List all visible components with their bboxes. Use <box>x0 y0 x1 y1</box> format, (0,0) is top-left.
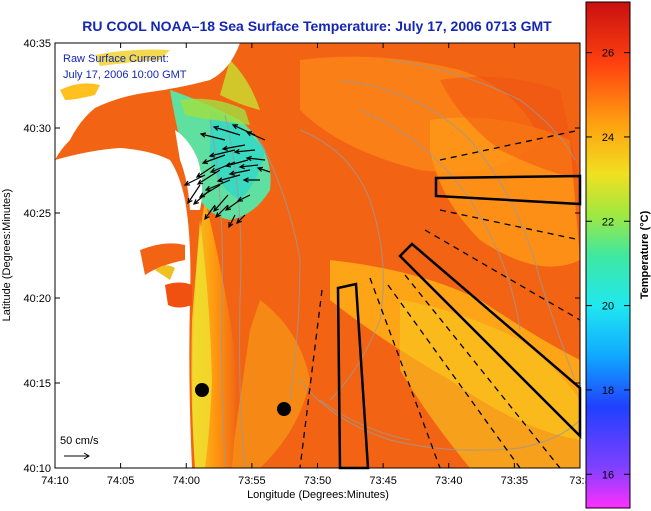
x-tick-label: 73:50 <box>304 475 332 487</box>
current-vector <box>245 155 266 162</box>
current-vector <box>201 154 226 165</box>
land-coast <box>55 148 192 468</box>
sst-field <box>55 43 580 468</box>
y-tick-label: 40:25 <box>23 208 51 220</box>
current-vector <box>236 214 246 224</box>
y-axis-label: Latitude (Degrees:Minutes) <box>1 189 13 322</box>
current-vector <box>204 179 231 191</box>
current-vector <box>221 144 246 151</box>
colorbar-tick-label: 24 <box>602 132 614 144</box>
colorbar-tick-label: 22 <box>602 216 614 228</box>
current-vector <box>245 131 266 141</box>
current-vector <box>228 169 251 176</box>
x-axis: 74:10 74:05 74:00 73:55 73:50 73:45 73:40 73:35… <box>41 43 591 487</box>
legend-line-1: Raw Surface Current: <box>63 53 169 65</box>
legend-line-2: July 17, 2006 10:00 GMT <box>63 69 187 81</box>
colorbar-tick-label: 16 <box>602 469 614 481</box>
colorbar-tick-label: 20 <box>602 301 614 313</box>
x-tick-label: 73:55 <box>238 475 266 487</box>
x-tick-label: 74:10 <box>41 475 69 487</box>
y-tick-label: 40:35 <box>23 38 51 50</box>
buoy-marker <box>195 383 209 397</box>
x-tick-label: 74:00 <box>172 475 200 487</box>
sandy-hook <box>175 130 203 210</box>
current-vector <box>236 194 251 202</box>
current-vector <box>213 194 229 213</box>
current-vector <box>238 163 259 170</box>
colorbar-title: Temperature (°C) <box>639 210 651 299</box>
y-tick-label: 40:10 <box>23 463 51 475</box>
survey-tracks <box>299 129 582 470</box>
current-vector <box>208 149 236 158</box>
y-axis: 40:35 40:30 40:25 40:20 40:15 40:10 <box>23 38 580 475</box>
colorbar-ticks: 26 24 22 20 18 16 <box>586 48 630 481</box>
x-tick-label: 73:3 <box>569 475 590 487</box>
colorbar <box>585 1 631 509</box>
current-vector <box>209 161 236 173</box>
x-tick-label: 73:45 <box>369 475 397 487</box>
buoy-marker <box>277 402 291 416</box>
current-vector <box>215 204 229 218</box>
x-axis-label: Longitude (Degrees:Minutes) <box>247 489 389 501</box>
current-vector <box>187 184 201 205</box>
current-vector <box>224 159 249 168</box>
current-vector <box>216 174 241 183</box>
current-vector <box>196 169 221 185</box>
y-tick-label: 40:20 <box>23 293 51 305</box>
surface-current-vectors <box>183 124 271 229</box>
y-tick-label: 40:30 <box>23 123 51 135</box>
map-title: RU COOL NOAA–18 Sea Surface Temperature:… <box>82 18 552 34</box>
current-vector <box>212 125 241 136</box>
scale-arrow <box>64 452 90 460</box>
scale-label: 50 cm/s <box>60 435 99 447</box>
current-vector <box>198 184 221 198</box>
current-vector <box>204 204 216 221</box>
colorbar-tick-label: 26 <box>602 48 614 60</box>
current-vector <box>199 132 226 141</box>
x-tick-label: 73:35 <box>501 475 529 487</box>
y-tick-label: 40:15 <box>23 378 51 390</box>
land-north <box>55 43 240 160</box>
current-vector <box>195 164 216 178</box>
current-vector <box>233 148 256 155</box>
x-tick-label: 74:05 <box>107 475 135 487</box>
current-vector <box>228 214 236 229</box>
current-vector <box>256 166 271 173</box>
current-vector <box>224 199 241 211</box>
x-tick-label: 73:40 <box>435 475 463 487</box>
colorbar-tick-label: 18 <box>602 385 614 397</box>
dashed-tracks <box>299 129 581 469</box>
current-vector <box>242 177 260 183</box>
